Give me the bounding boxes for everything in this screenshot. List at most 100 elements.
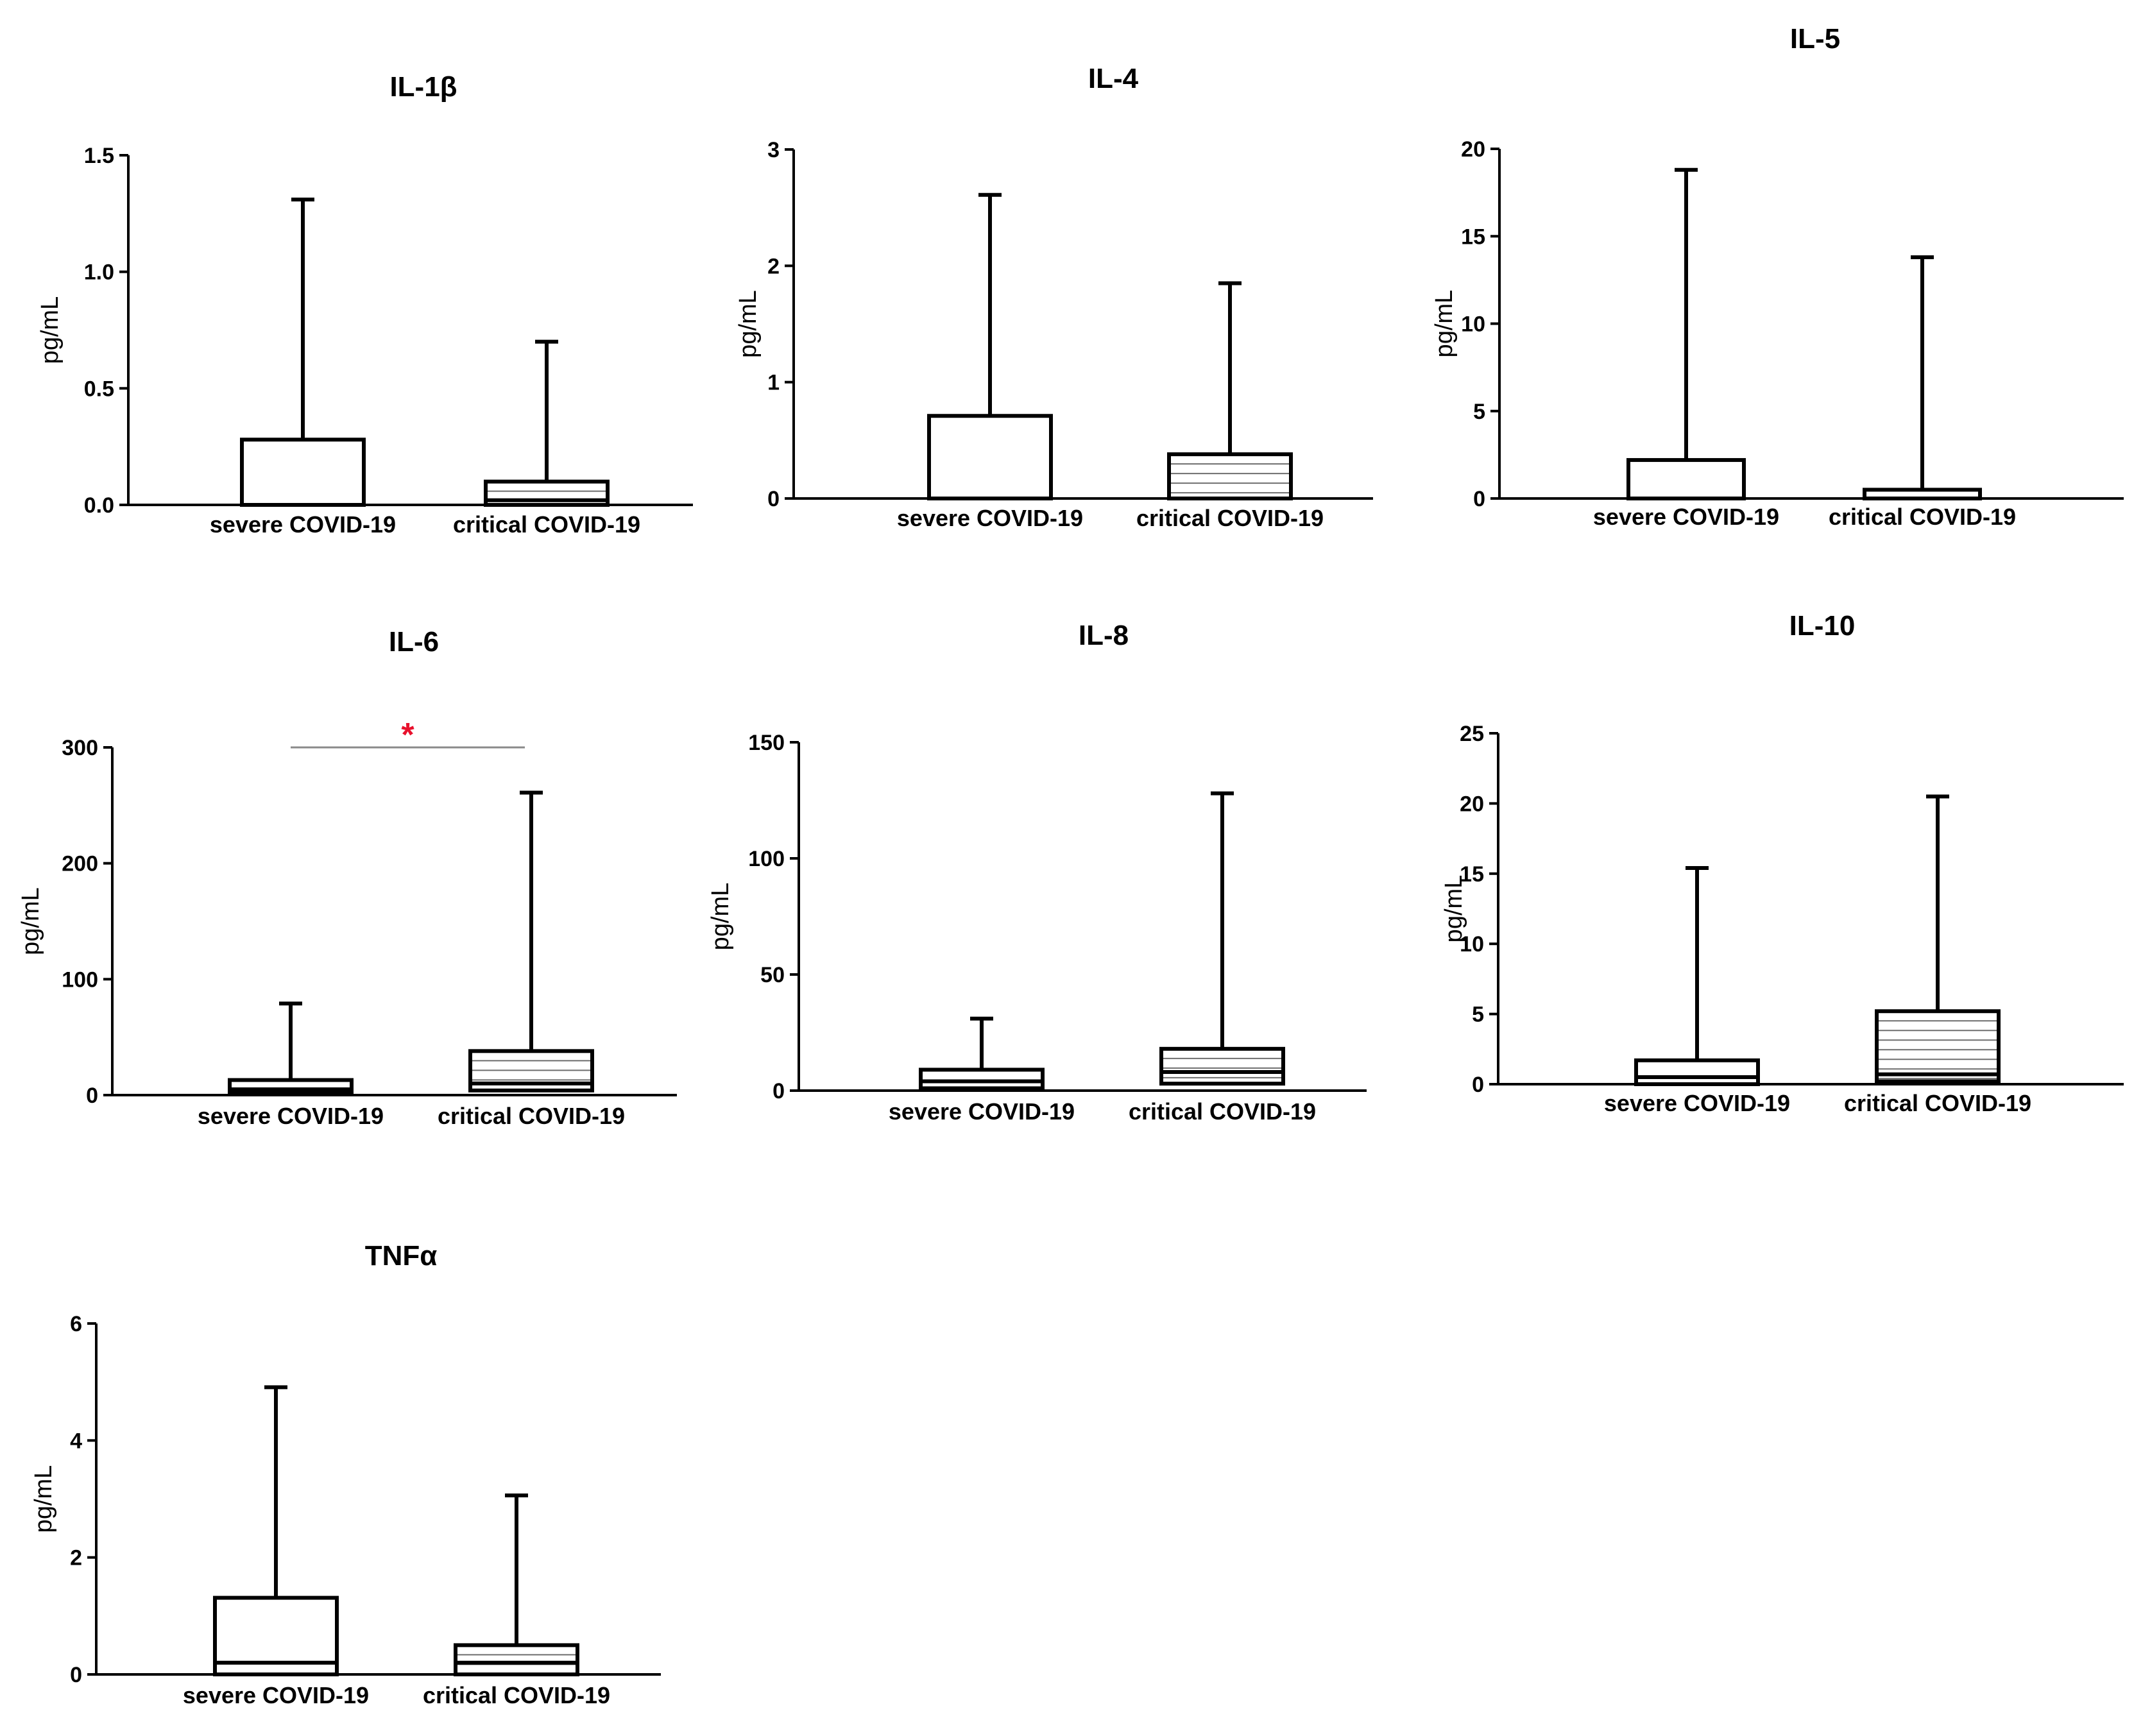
- box-critical: critical COVID-19: [453, 339, 640, 538]
- box-outline: [1875, 1009, 2001, 1084]
- y-tick-label: 10: [1460, 932, 1484, 957]
- box-outline: [213, 1596, 339, 1677]
- panel-title: TNFα: [365, 1240, 438, 1272]
- y-tick-label: 15: [1460, 862, 1484, 887]
- significance-mark: *: [401, 717, 414, 754]
- y-axis-label: pg/mL: [707, 883, 734, 951]
- box-critical: critical COVID-19: [1844, 794, 2031, 1116]
- box-severe: severe COVID-19: [889, 1016, 1075, 1125]
- y-tick-label: 25: [1460, 722, 1484, 746]
- category-label: severe COVID-19: [210, 511, 396, 538]
- box-outline: [1626, 458, 1746, 500]
- y-tick-label: 6: [70, 1312, 82, 1336]
- y-tick-label: 0: [86, 1084, 98, 1108]
- y-tick-label: 5: [1472, 1003, 1484, 1027]
- box-fill: [921, 1069, 1043, 1089]
- category-label: critical COVID-19: [1129, 1098, 1316, 1125]
- box-severe: severe COVID-19: [210, 198, 396, 538]
- box-outline: [1634, 1058, 1760, 1086]
- y-tick-label: 15: [1461, 225, 1485, 249]
- category-label: severe COVID-19: [198, 1103, 384, 1129]
- y-tick-label: 0: [773, 1079, 785, 1103]
- panel-6: IL-10 0 5 10 15 20 25 pg/mL severe COVID-19 criti…: [1440, 610, 2124, 1116]
- category-label: severe COVID-19: [897, 505, 1083, 531]
- panel-title: IL-5: [1790, 23, 1840, 55]
- y-tick-label: 0: [1473, 487, 1485, 511]
- y-axis-label: pg/mL: [17, 887, 44, 955]
- y-tick-label: 3: [767, 138, 780, 162]
- category-label: severe COVID-19: [183, 1682, 369, 1708]
- panel-title: IL-10: [1789, 610, 1856, 642]
- panel-4: IL-6 0 100 200 300 pg/mL severe COVID-19 critic…: [17, 626, 677, 1129]
- y-tick-label: 0: [70, 1663, 82, 1687]
- category-label: critical COVID-19: [453, 511, 640, 538]
- y-tick-label: 5: [1473, 400, 1485, 424]
- y-tick-label: 0: [767, 487, 780, 511]
- box-outline: [1167, 452, 1293, 500]
- box-critical: critical COVID-19: [1829, 255, 2016, 530]
- category-label: severe COVID-19: [889, 1098, 1075, 1125]
- panel-2: IL-4 0 1 2 3 pg/mL severe COVID-19 critical COV…: [735, 63, 1373, 531]
- category-label: critical COVID-19: [438, 1103, 625, 1129]
- y-tick-label: 20: [1460, 792, 1484, 816]
- panel-title: IL-8: [1079, 620, 1129, 651]
- panel-title: IL-6: [389, 626, 439, 658]
- box-outline: [240, 438, 366, 507]
- box-outline: [228, 1078, 354, 1095]
- category-label: critical COVID-19: [1829, 504, 2016, 530]
- panel-7: TNFα 0 2 4 6 pg/mL severe COVID-19 critical COV…: [30, 1240, 661, 1708]
- category-label: critical COVID-19: [423, 1682, 610, 1708]
- y-tick-label: 0: [1472, 1073, 1484, 1097]
- y-tick-label: 100: [62, 967, 98, 992]
- box-severe: severe COVID-19: [1593, 167, 1779, 530]
- box-fill: [1636, 1060, 1758, 1084]
- y-axis-label: pg/mL: [37, 296, 64, 364]
- box-fill: [1161, 1048, 1283, 1084]
- y-tick-label: 10: [1461, 312, 1485, 337]
- box-critical: critical COVID-19: [1136, 281, 1324, 531]
- y-tick-label: 20: [1461, 137, 1485, 162]
- box-outline: [919, 1068, 1045, 1091]
- y-tick-label: 200: [62, 852, 98, 876]
- box-critical: critical COVID-19: [423, 1493, 610, 1708]
- panel-title: IL-1β: [389, 71, 457, 103]
- category-label: severe COVID-19: [1593, 504, 1779, 530]
- y-tick-label: 1: [767, 371, 780, 395]
- y-tick-label: 2: [767, 254, 780, 278]
- box-fill: [1628, 460, 1744, 498]
- y-tick-label: 2: [70, 1546, 82, 1570]
- y-axis-label: pg/mL: [1431, 290, 1458, 358]
- box-severe: severe COVID-19: [897, 192, 1083, 531]
- y-tick-label: 4: [70, 1429, 82, 1453]
- box-fill: [1877, 1011, 1999, 1082]
- y-axis-label: pg/mL: [735, 290, 762, 358]
- box-severe: severe COVID-19: [198, 1001, 384, 1129]
- y-tick-label: 100: [748, 847, 785, 871]
- box-fill: [242, 439, 364, 505]
- box-fill: [456, 1645, 577, 1674]
- box-critical: critical COVID-19: [438, 790, 625, 1129]
- box-outline: [484, 479, 610, 507]
- box-severe: severe COVID-19: [1604, 866, 1790, 1116]
- box-fill: [1865, 489, 1980, 498]
- box-fill: [1169, 454, 1291, 498]
- y-axis-label: pg/mL: [1440, 875, 1467, 943]
- box-outline: [927, 414, 1053, 501]
- y-tick-label: 300: [62, 736, 98, 760]
- box-severe: severe COVID-19: [183, 1385, 369, 1708]
- box-fill: [929, 416, 1051, 498]
- box-outline: [454, 1643, 579, 1677]
- category-label: critical COVID-19: [1844, 1090, 2031, 1116]
- panel-title: IL-4: [1088, 63, 1139, 94]
- y-tick-label: 1.0: [84, 260, 114, 285]
- y-tick-label: 0.5: [84, 377, 114, 401]
- box-outline: [468, 1049, 594, 1093]
- category-label: severe COVID-19: [1604, 1090, 1790, 1116]
- panel-5: IL-8 0 50 100 150 pg/mL severe COVID-19 critica…: [707, 620, 1367, 1125]
- y-axis-label: pg/mL: [30, 1465, 57, 1533]
- y-tick-label: 50: [760, 963, 785, 987]
- category-label: critical COVID-19: [1136, 505, 1324, 531]
- box-critical: critical COVID-19: [1129, 791, 1316, 1125]
- box-outline: [1159, 1046, 1285, 1086]
